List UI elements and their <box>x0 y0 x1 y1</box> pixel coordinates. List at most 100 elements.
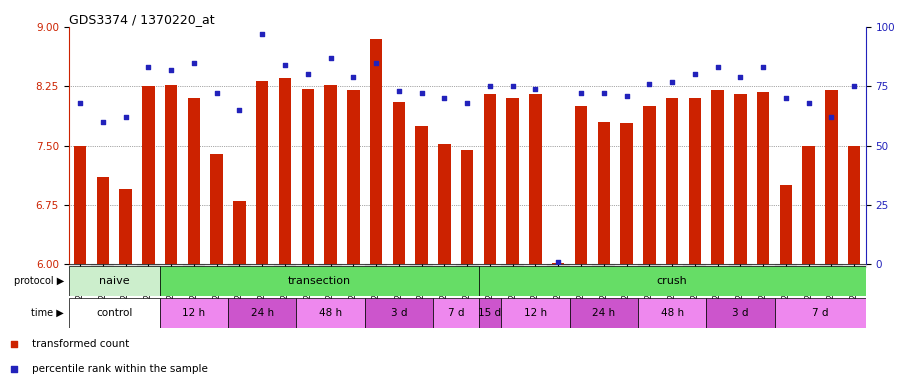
Bar <box>211 154 223 265</box>
Text: 15 d: 15 d <box>478 308 501 318</box>
Bar <box>461 150 474 265</box>
Bar <box>552 263 564 265</box>
Bar <box>638 265 660 267</box>
Bar <box>137 265 159 267</box>
Bar <box>159 266 478 296</box>
Bar <box>365 298 433 328</box>
Bar <box>570 298 638 328</box>
Bar <box>825 90 838 265</box>
Text: crush: crush <box>657 276 687 286</box>
Bar <box>597 122 610 265</box>
Bar <box>593 265 616 267</box>
Point <box>460 100 474 106</box>
Bar <box>683 265 706 267</box>
Bar <box>347 90 360 265</box>
Point <box>688 71 703 78</box>
Point <box>506 83 520 89</box>
Text: naive: naive <box>99 276 129 286</box>
Bar <box>501 298 570 328</box>
Point <box>802 100 816 106</box>
Bar <box>182 265 205 267</box>
Bar <box>433 265 456 267</box>
Point <box>164 66 179 73</box>
Point <box>6 341 21 347</box>
Point <box>369 60 384 66</box>
Bar <box>69 266 159 296</box>
Point <box>414 90 429 96</box>
Bar <box>342 265 365 267</box>
Text: transformed count: transformed count <box>32 339 129 349</box>
Point <box>529 86 543 92</box>
Bar <box>228 298 297 328</box>
Bar <box>274 265 297 267</box>
Point <box>642 81 657 87</box>
Bar <box>324 85 337 265</box>
Bar <box>387 265 410 267</box>
Text: time ▶: time ▶ <box>31 308 64 318</box>
Point <box>72 100 87 106</box>
Bar <box>297 298 365 328</box>
Point <box>824 114 839 120</box>
Bar <box>501 265 524 267</box>
Text: 48 h: 48 h <box>660 308 683 318</box>
Point <box>141 64 156 70</box>
Bar <box>74 146 86 265</box>
Point <box>323 55 338 61</box>
Text: 12 h: 12 h <box>524 308 547 318</box>
Point <box>573 90 588 96</box>
Bar <box>228 265 251 267</box>
Bar <box>251 265 274 267</box>
Bar <box>848 146 860 265</box>
Bar <box>165 85 178 265</box>
Point <box>187 60 202 66</box>
Bar <box>69 265 92 267</box>
Bar <box>802 146 815 265</box>
Point <box>255 31 269 37</box>
Bar <box>616 265 638 267</box>
Point <box>6 366 21 372</box>
Point <box>619 93 634 99</box>
Bar <box>365 265 387 267</box>
Bar <box>706 298 775 328</box>
Bar <box>638 298 706 328</box>
Text: 48 h: 48 h <box>319 308 342 318</box>
Text: 3 d: 3 d <box>732 308 748 318</box>
Point <box>118 114 133 120</box>
Bar <box>234 201 245 265</box>
Bar <box>278 78 291 265</box>
Bar <box>301 89 314 265</box>
Bar <box>438 144 451 265</box>
Text: percentile rank within the sample: percentile rank within the sample <box>32 364 208 374</box>
Point <box>278 62 292 68</box>
Bar <box>574 106 587 265</box>
Bar <box>666 98 679 265</box>
Text: 24 h: 24 h <box>251 308 274 318</box>
Point <box>551 259 565 265</box>
Bar <box>69 298 159 328</box>
Bar <box>478 265 501 267</box>
Bar <box>797 265 820 267</box>
Point <box>437 95 452 101</box>
Bar <box>410 265 433 267</box>
Bar <box>319 265 342 267</box>
Text: 7 d: 7 d <box>448 308 464 318</box>
Point <box>596 90 611 96</box>
Bar <box>188 98 201 265</box>
Point <box>483 83 497 89</box>
Point <box>95 119 110 125</box>
Bar <box>415 126 428 265</box>
Point <box>391 88 406 94</box>
Bar <box>92 265 114 267</box>
Bar <box>780 185 792 265</box>
Point <box>756 64 770 70</box>
Bar <box>159 298 228 328</box>
Bar <box>433 298 478 328</box>
Bar <box>775 265 797 267</box>
Text: GDS3374 / 1370220_at: GDS3374 / 1370220_at <box>69 13 214 26</box>
Point <box>300 71 315 78</box>
Point <box>346 74 361 80</box>
Bar <box>96 177 109 265</box>
Bar <box>729 265 752 267</box>
Bar <box>484 94 496 265</box>
Bar <box>643 106 656 265</box>
